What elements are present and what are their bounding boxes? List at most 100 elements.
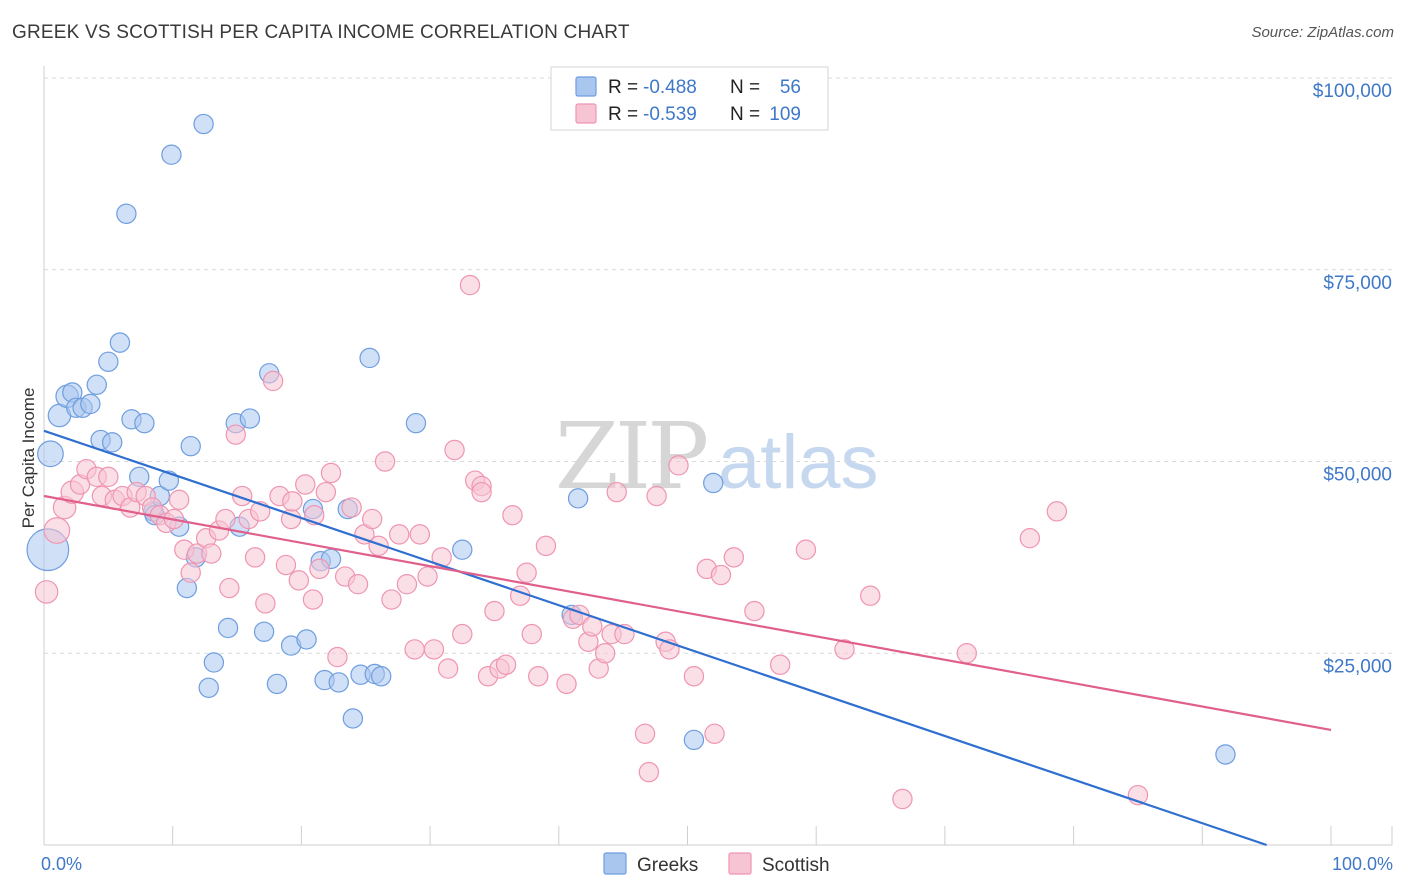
point-scottish [417,566,438,587]
legend-r-label-scottish: R = [608,104,638,125]
point-scottish [704,723,725,744]
point-scottish [795,539,817,560]
point-greeks [98,351,119,372]
point-scottish [437,658,459,679]
point-scottish [255,593,276,614]
point-scottish [389,524,410,545]
point-scottish [98,466,119,488]
point-scottish [262,370,284,392]
legend-r-value-scottish: -0.539 [643,104,697,125]
point-scottish [282,491,303,512]
point-scottish [347,574,369,595]
point-scottish [521,623,542,645]
point-scottish [606,481,627,503]
point-scottish [396,574,418,595]
point-greeks [703,472,724,494]
point-scottish [309,558,330,580]
point-greeks [342,708,364,729]
point-greeks [253,621,275,642]
point-scottish [528,666,549,687]
legend-r-value-greeks: -0.488 [643,77,697,98]
point-greeks [180,435,201,457]
point-greeks [359,347,380,369]
point-greeks [109,332,131,353]
point-scottish [201,543,222,564]
point-scottish [361,508,383,530]
point-scottish [710,564,732,586]
point-scottish [404,639,425,660]
point-scottish [769,654,791,675]
point-scottish [535,535,557,557]
point-scottish [275,554,297,576]
point-scottish [409,524,431,545]
point-scottish [180,562,201,583]
bottom-legend-swatch-greeks [603,852,627,875]
point-greeks [296,629,317,650]
x-axis-ticks: 0.0% 100.0% [41,854,1393,874]
point-scottish [744,600,765,622]
point-greeks [239,408,261,429]
x-tick-label-max: 100.0% [1332,854,1393,874]
point-greeks [37,440,64,468]
point-scottish [327,646,348,668]
point-greeks [217,617,239,639]
y-tick-label: $100,000 [1313,81,1392,102]
point-scottish [892,788,913,810]
point-greeks [198,677,219,698]
point-scottish [295,474,316,495]
point-scottish [43,517,71,544]
point-scottish [341,497,362,518]
y-tick-label: $50,000 [1323,465,1392,486]
point-scottish [368,535,389,557]
point-scottish [225,424,246,445]
bottom-legend-swatch-scottish [728,852,752,875]
point-scottish [1046,501,1068,522]
point-scottish [1019,528,1041,549]
point-scottish [452,623,473,645]
point-scottish [495,654,517,675]
y-tick-label: $75,000 [1323,273,1392,294]
point-scottish [646,485,667,507]
point-greeks [203,652,225,673]
point-greeks [405,412,427,434]
point-scottish [34,580,59,604]
legend-n-value-greeks: 56 [780,77,801,98]
legend-swatch-greeks [575,76,597,97]
point-scottish [381,589,402,610]
point-scottish [315,481,337,503]
point-scottish [219,577,240,599]
y-tick-label: $25,000 [1323,656,1392,677]
point-greeks [452,539,473,560]
point-scottish [168,489,190,511]
point-scottish [516,562,537,583]
chart-title: GREEK VS SCOTTISH PER CAPITA INCOME CORR… [12,22,630,43]
point-scottish [683,666,705,687]
chart-source: Source: ZipAtlas.com [1251,24,1394,41]
point-greeks [116,203,137,224]
point-scottish [723,547,745,568]
point-scottish [668,455,689,476]
point-scottish [302,589,324,610]
watermark-atlas: atlas [718,420,879,505]
legend-swatch-scottish [575,103,597,124]
point-scottish [484,600,505,622]
trend-line-greeks [43,429,1268,847]
point-scottish [471,481,492,503]
stats-legend-box [550,66,829,131]
point-scottish [423,639,445,660]
legend-n-label-scottish: N = [730,104,760,125]
point-greeks [80,393,101,415]
bottom-legend-label-greeks: Greeks [637,855,698,876]
y-axis-label: Per Capita Income [19,388,38,529]
point-greeks [266,673,288,695]
point-scottish [288,570,310,591]
series-scottish [34,274,1149,810]
point-greeks [328,672,349,693]
point-scottish [502,504,523,526]
point-scottish [444,439,465,461]
series-legend: Greeks Scottish [603,852,830,876]
point-scottish [244,547,266,568]
point-scottish [834,639,855,660]
x-tick-label-min: 0.0% [41,854,82,874]
point-greeks [683,729,705,751]
